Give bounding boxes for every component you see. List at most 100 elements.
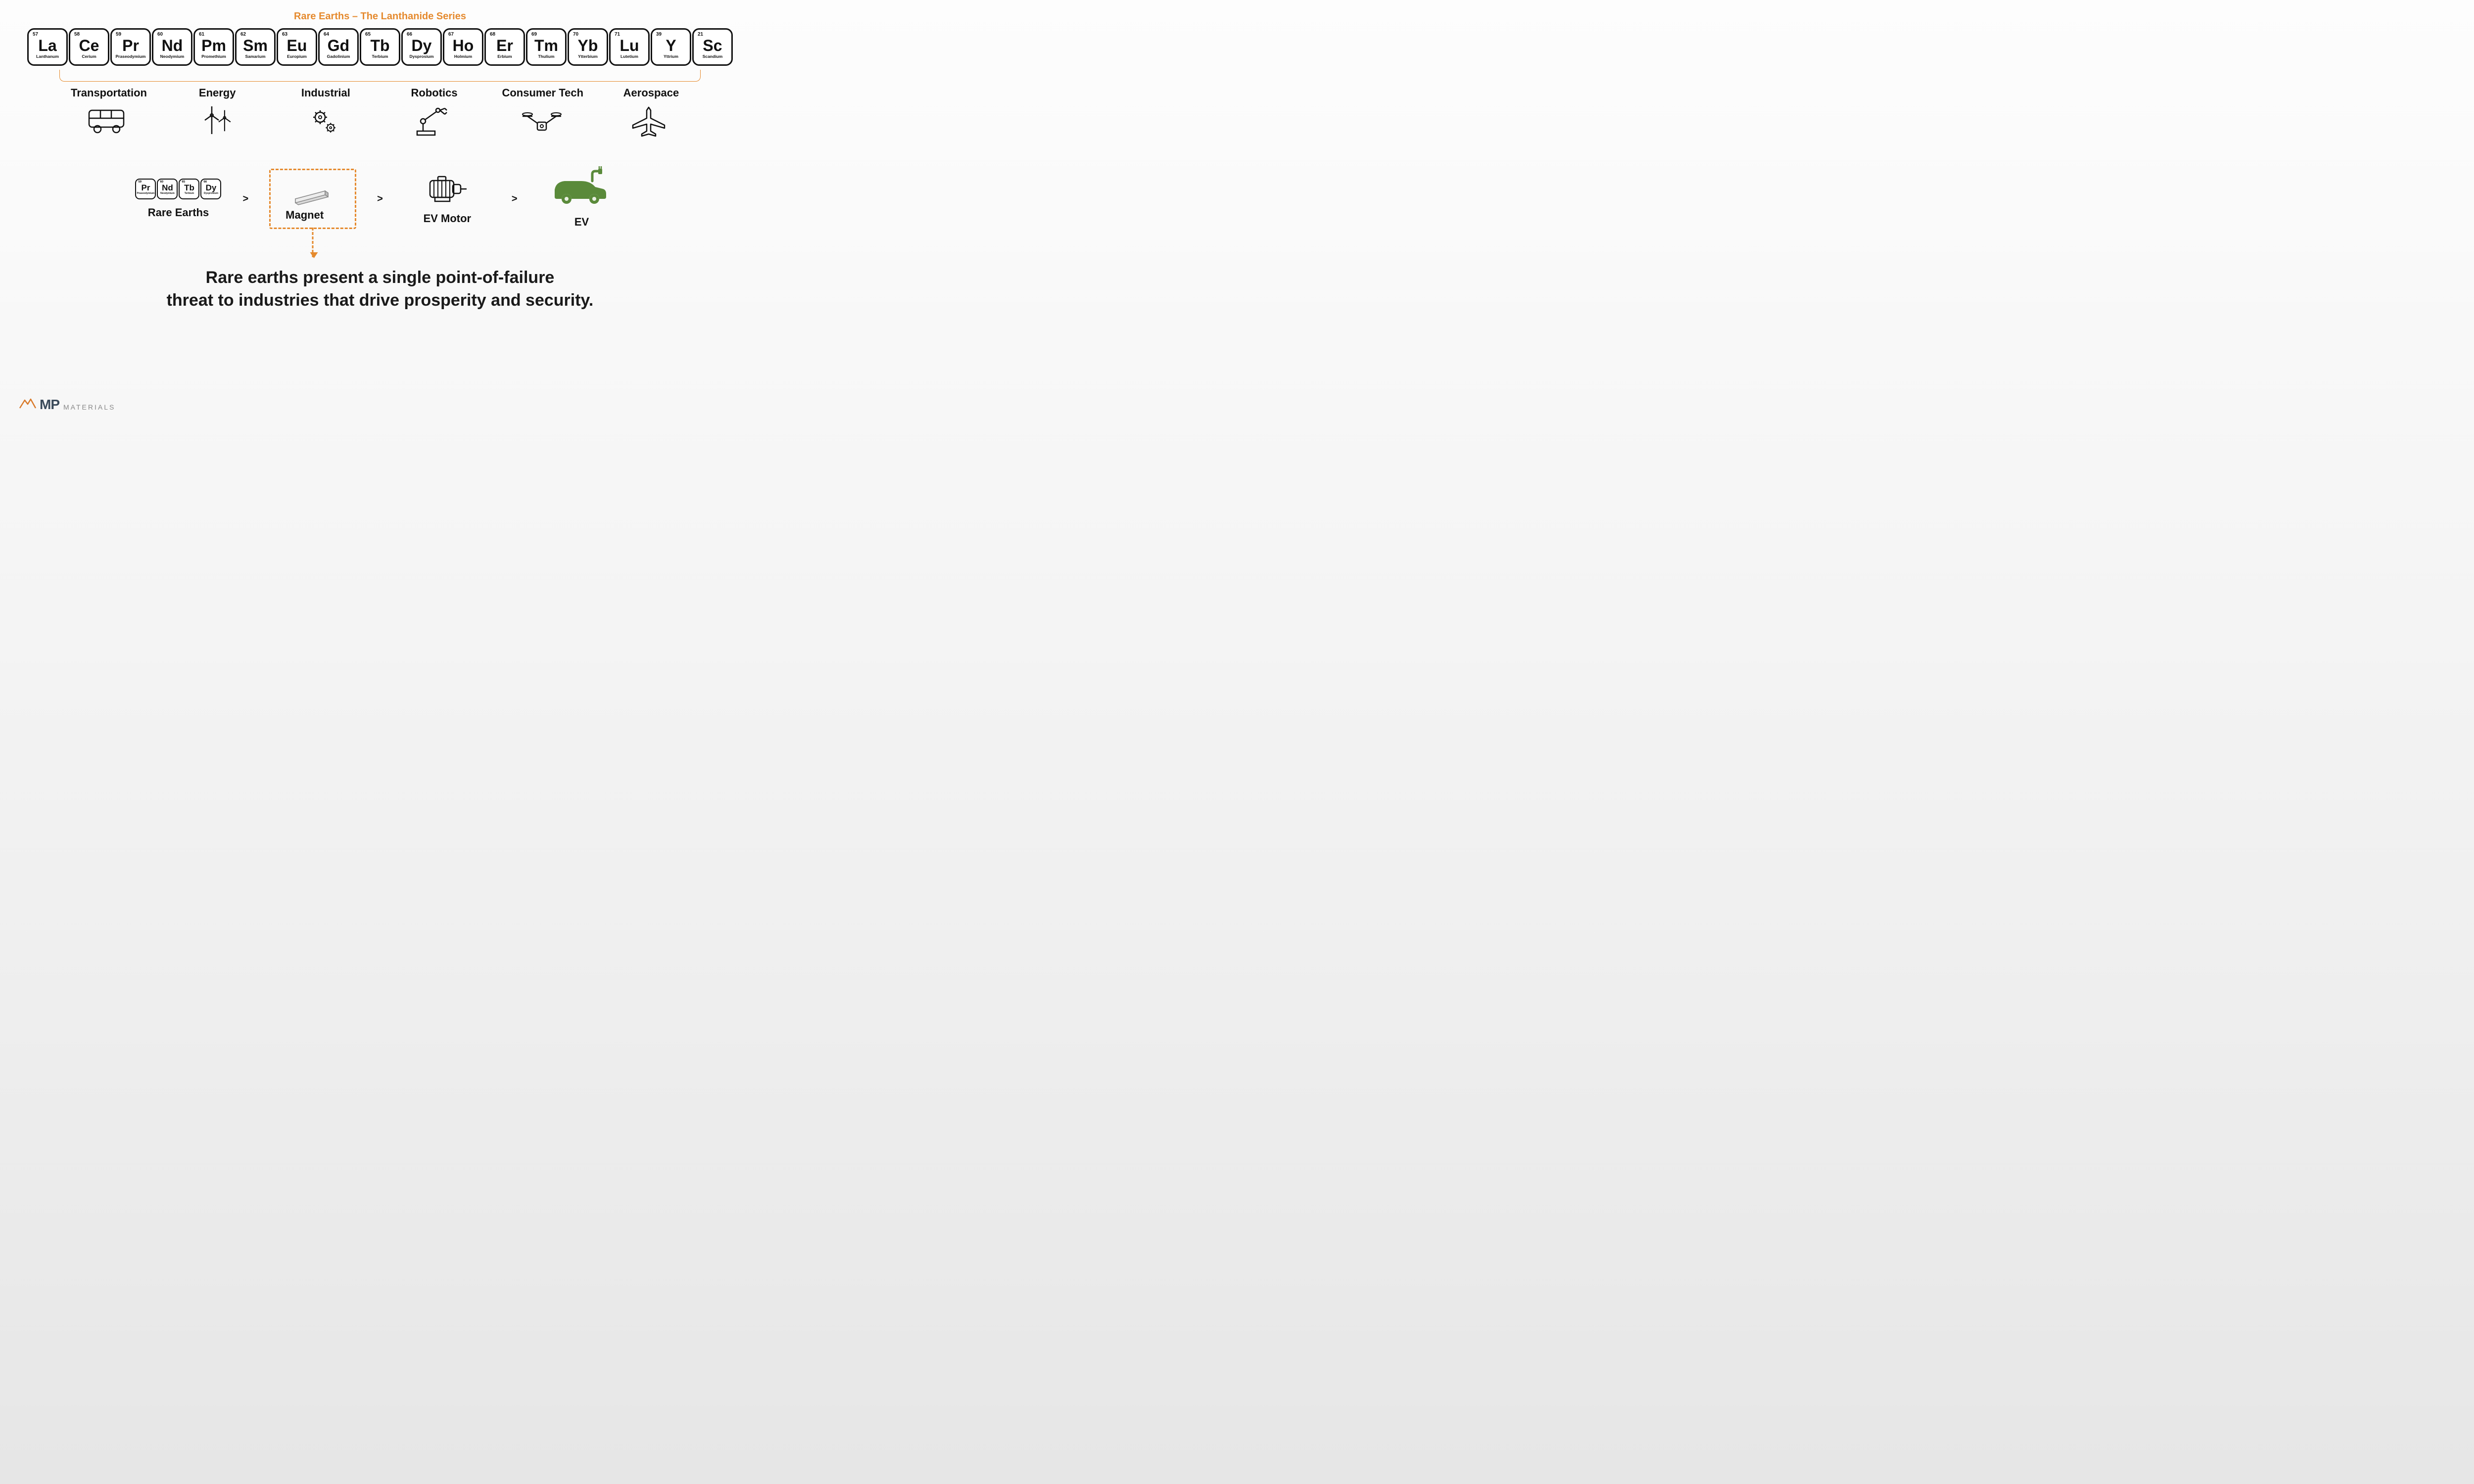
element-name: Lutetium [620,54,638,59]
atomic-number: 63 [282,32,287,37]
atomic-number: 58 [74,32,80,37]
industry-wind: Energy [173,87,262,139]
atomic-number: 59 [116,32,121,37]
element-name: Ytterbium [578,54,598,59]
atomic-number: 64 [324,32,329,37]
element-tile-tb: 65 Tb Terbium [360,28,400,66]
industry-label: Industrial [301,87,350,99]
logo-mountain-icon [19,397,37,412]
element-symbol: Ho [453,38,474,53]
flow-stage-label: Magnet [285,209,340,222]
element-symbol: Lu [619,38,639,53]
atomic-number: 57 [33,32,38,37]
element-name: Thulium [538,54,554,59]
logo-mp-text: MP [40,397,59,413]
flow-stage-ev: EV [532,169,631,229]
element-symbol: Sc [703,38,722,53]
element-name: Cerium [82,54,96,59]
key-statement: Rare earths present a single point-of-fa… [0,267,760,312]
industries-row: Transportation Energy Industrial Robotic… [64,87,696,139]
element-tile-tm: 69 Tm Thulium [526,28,567,66]
element-name: Gadolinium [327,54,350,59]
element-tile-yb: 70 Yb Ytterbium [568,28,608,66]
atomic-number: 39 [656,32,662,37]
industry-label: Aerospace [623,87,679,99]
plane-icon [629,104,673,139]
motor-icon [420,173,475,205]
element-tile-la: 57 La Lanthanum [27,28,68,66]
atomic-number: 67 [448,32,454,37]
flow-stage-label: EV [574,216,589,229]
element-tile-y: 39 Y Yttrium [651,28,691,66]
atomic-number: 21 [698,32,703,37]
mini-tile-pr: 59PrPraseodymium [135,179,156,199]
gears-icon [303,104,348,139]
atomic-number: 71 [615,32,620,37]
highlight-box: Magnet [269,169,356,229]
wind-icon [195,104,239,139]
element-name: Scandium [703,54,723,59]
element-name: Promethium [201,54,226,59]
element-tile-sm: 62 Sm Samarium [235,28,276,66]
element-tile-nd: 60 Nd Neodymium [152,28,192,66]
element-tile-ce: 58 Ce Cerium [69,28,109,66]
industry-robot-arm: Robotics [390,87,479,139]
element-name: Yttrium [664,54,678,59]
element-name: Erbium [497,54,512,59]
mini-tile-dy: 66DyDysprosium [200,179,221,199]
robot-arm-icon [412,104,457,139]
element-symbol: Er [496,38,513,53]
periodic-row: 57 La Lanthanum58 Ce Cerium59 Pr Praseod… [0,28,760,66]
logo-materials-text: MATERIALS [63,403,115,411]
industry-label: Robotics [411,87,458,99]
ev-car-icon [545,169,619,209]
atomic-number: 68 [490,32,495,37]
element-tile-sc: 21 Sc Scandium [692,28,733,66]
element-tile-ho: 67 Ho Holmium [443,28,483,66]
element-tile-dy: 66 Dy Dysprosium [401,28,442,66]
element-symbol: Nd [162,38,183,53]
atomic-number: 60 [157,32,163,37]
element-symbol: Y [666,38,676,53]
atomic-number: 61 [199,32,204,37]
drone-icon [521,104,565,139]
industry-plane: Aerospace [607,87,696,139]
mini-elements-group: 59PrPraseodymium 60NdNeodymium 65TbTerbi… [135,179,221,199]
flow-separator: > [242,193,248,205]
value-chain-flow: 59PrPraseodymium 60NdNeodymium 65TbTerbi… [0,169,760,229]
flow-stage-label: EV Motor [424,212,472,225]
industry-label: Transportation [71,87,147,99]
element-tile-er: 68 Er Erbium [484,28,525,66]
bracket-connector [59,70,701,82]
flow-stage-rare-earths: 59PrPraseodymium 60NdNeodymium 65TbTerbi… [129,179,228,219]
element-tile-pm: 61 Pm Promethium [193,28,234,66]
industry-bus: Transportation [64,87,153,139]
element-tile-gd: 64 Gd Gadolinium [318,28,359,66]
element-symbol: Gd [328,38,349,53]
atomic-number: 69 [531,32,537,37]
element-tile-eu: 63 Eu Europium [277,28,317,66]
flow-stage-magnet: Magnet [263,169,362,229]
flow-separator: > [377,193,383,205]
page-title: Rare Earths – The Lanthanide Series [0,0,760,22]
company-logo: MP MATERIALS [19,397,115,413]
bus-icon [87,104,131,139]
highlight-arrow-icon [312,228,314,257]
element-name: Neodymium [160,54,185,59]
element-name: Dysprosium [409,54,433,59]
element-symbol: Pm [201,38,226,53]
flow-stage-label: Rare Earths [148,206,209,219]
element-tile-pr: 59 Pr Praseodymium [110,28,151,66]
atomic-number: 66 [407,32,412,37]
element-symbol: Yb [578,38,598,53]
atomic-number: 62 [240,32,246,37]
element-symbol: Eu [287,38,307,53]
element-name: Europium [287,54,307,59]
element-name: Samarium [245,54,265,59]
element-symbol: Tm [534,38,558,53]
statement-line-1: Rare earths present a single point-of-fa… [206,268,555,287]
mini-tile-tb: 65TbTerbium [179,179,199,199]
element-symbol: Pr [122,38,139,53]
mini-tile-nd: 60NdNeodymium [157,179,178,199]
industry-label: Energy [199,87,236,99]
